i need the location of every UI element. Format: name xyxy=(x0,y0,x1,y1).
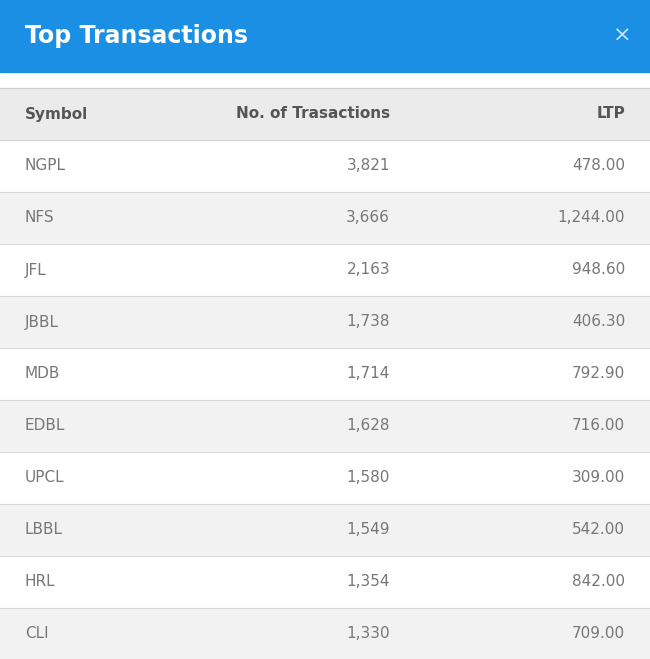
Bar xyxy=(0,244,650,296)
Text: 716.00: 716.00 xyxy=(572,418,625,434)
Text: 1,714: 1,714 xyxy=(346,366,390,382)
Bar xyxy=(0,504,650,556)
Text: No. of Trasactions: No. of Trasactions xyxy=(236,107,390,121)
Text: EDBL: EDBL xyxy=(25,418,65,434)
Text: 1,738: 1,738 xyxy=(346,314,390,330)
Bar xyxy=(0,0,650,72)
Text: 2,163: 2,163 xyxy=(346,262,390,277)
Text: Top Transactions: Top Transactions xyxy=(25,24,248,48)
Text: NFS: NFS xyxy=(25,210,55,225)
Text: CLI: CLI xyxy=(25,627,48,641)
Bar xyxy=(0,192,650,244)
Text: 1,354: 1,354 xyxy=(346,575,390,590)
Text: HRL: HRL xyxy=(25,575,55,590)
Bar xyxy=(0,556,650,608)
Text: 3,666: 3,666 xyxy=(346,210,390,225)
Text: 1,628: 1,628 xyxy=(346,418,390,434)
Text: 1,244.00: 1,244.00 xyxy=(558,210,625,225)
Text: 309.00: 309.00 xyxy=(572,471,625,486)
Bar xyxy=(0,348,650,400)
Text: JBBL: JBBL xyxy=(25,314,58,330)
Text: Symbol: Symbol xyxy=(25,107,88,121)
Bar xyxy=(0,400,650,452)
Text: 1,549: 1,549 xyxy=(346,523,390,538)
Text: LTP: LTP xyxy=(597,107,625,121)
Text: 709.00: 709.00 xyxy=(572,627,625,641)
Text: 478.00: 478.00 xyxy=(572,159,625,173)
Bar xyxy=(0,88,650,140)
Text: NGPL: NGPL xyxy=(25,159,66,173)
Bar xyxy=(0,296,650,348)
Text: 1,330: 1,330 xyxy=(346,627,390,641)
Text: 406.30: 406.30 xyxy=(572,314,625,330)
Text: 3,821: 3,821 xyxy=(346,159,390,173)
Text: JFL: JFL xyxy=(25,262,46,277)
Text: 792.90: 792.90 xyxy=(572,366,625,382)
Text: 1,580: 1,580 xyxy=(346,471,390,486)
Text: 542.00: 542.00 xyxy=(572,523,625,538)
Text: ×: × xyxy=(614,26,632,46)
Text: LBBL: LBBL xyxy=(25,523,62,538)
Text: 842.00: 842.00 xyxy=(572,575,625,590)
Bar xyxy=(0,140,650,192)
Text: 948.60: 948.60 xyxy=(572,262,625,277)
Bar xyxy=(0,608,650,659)
Text: MDB: MDB xyxy=(25,366,60,382)
Text: UPCL: UPCL xyxy=(25,471,64,486)
Bar xyxy=(0,452,650,504)
